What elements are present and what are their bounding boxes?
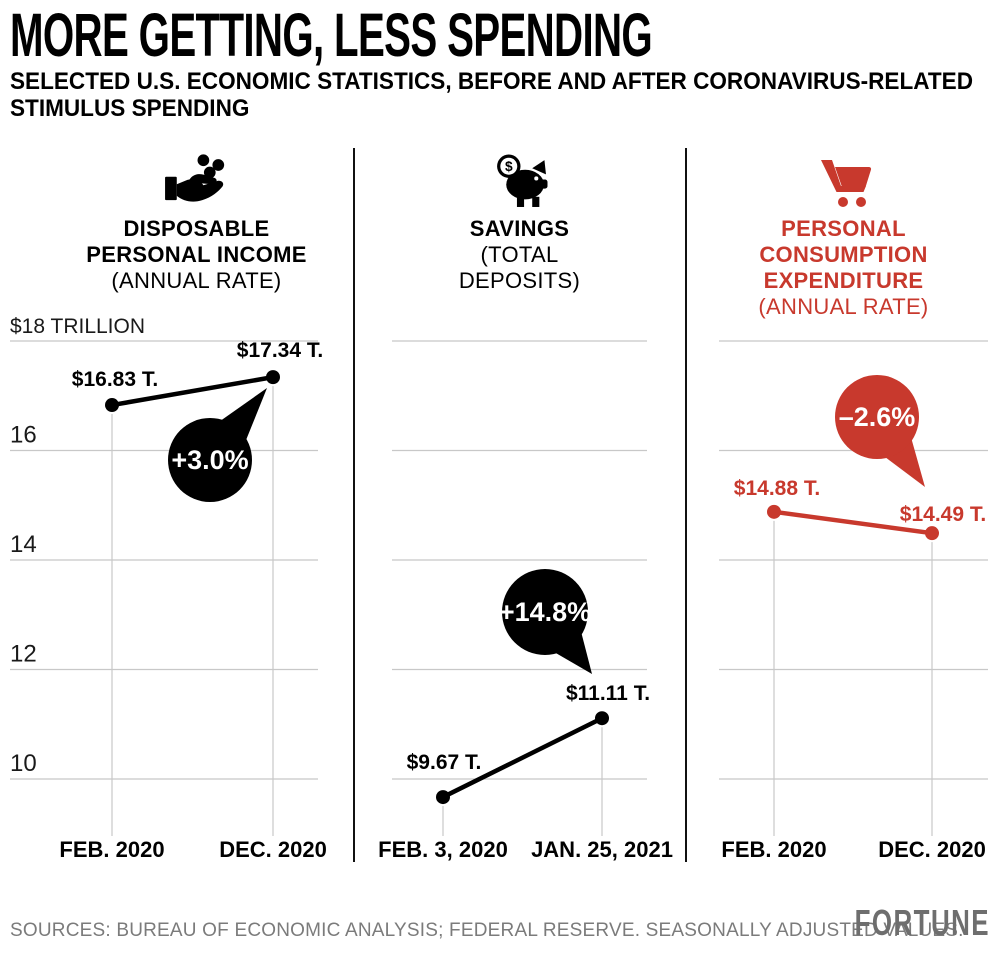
y-axis-tick-label: 16 [10,422,37,449]
change-bubble-tail [555,632,592,674]
panel-header-personal-consumption-expenditure: PERSONAL CONSUMPTION EXPENDITURE (ANNUAL… [677,153,1001,320]
trend-line [773,509,933,536]
x-axis-label: DEC. 2020 [219,837,327,862]
data-point-label: $16.83 T. [72,368,158,391]
y-axis-tick-label: $18 TRILLION [10,315,145,338]
data-point-label: $14.49 T. [900,503,986,526]
shopping-cart-icon [677,153,1001,208]
change-bubble [835,375,919,459]
data-point [767,504,781,519]
data-point-label: $9.67 T. [407,751,482,774]
change-bubble [502,569,588,655]
panel-divider [685,148,687,862]
svg-text:$: $ [504,159,512,174]
piggy-bank-icon: $ [353,153,686,208]
data-point [595,711,609,726]
data-point-label: $14.88 T. [734,477,820,500]
page-subtitle-line-2: STIMULUS SPENDING [10,95,250,122]
panel-title: DISPOSABLE PERSONAL INCOME [86,216,307,267]
x-axis-label: JAN. 25, 2021 [531,837,673,862]
x-axis-label: FEB. 2020 [59,837,164,862]
y-axis-tick-label: 10 [10,750,37,777]
panel-subtitle: (ANNUAL RATE) [758,294,929,319]
data-point [436,790,450,805]
x-axis-label: FEB. 3, 2020 [378,837,508,862]
data-point-label: $17.34 T. [237,339,323,362]
change-bubble-label: +3.0% [171,445,248,475]
page-subtitle-line-1: SELECTED U.S. ECONOMIC STATISTICS, BEFOR… [10,68,974,95]
y-axis-tick-label: 12 [10,641,37,668]
panel-subtitle: (ANNUAL RATE) [111,268,282,293]
x-axis-label: DEC. 2020 [878,837,986,862]
data-point-label: $11.11 T. [566,682,650,705]
change-bubble-label: –2.6% [839,402,916,432]
trend-line [111,374,274,408]
data-point [925,526,939,541]
fortune-logo: FORTUNE [854,902,990,943]
panel-header-disposable-personal-income: DISPOSABLE PERSONAL INCOME (ANNUAL RATE) [30,153,363,294]
data-point [105,398,119,413]
change-bubble [168,418,252,502]
panel-subtitle: (TOTAL DEPOSITS) [458,242,581,293]
panel-title: SAVINGS [469,216,570,241]
charts-canvas: $18 TRILLION 16 14 12 10 $16.83 T. FEB. 2020 $1… [10,315,988,862]
data-point [266,370,280,385]
page-title: MORE GETTING, LESS SPENDING [10,1,653,69]
panel-title: PERSONAL CONSUMPTION EXPENDITURE [759,216,928,293]
hand-receiving-coins-icon [30,153,363,208]
panel-header-savings: $ SAVINGS (TOTAL DEPOSITS) [353,153,686,294]
panel-divider [353,148,355,862]
page-subtitle: SELECTED U.S. ECONOMIC STATISTICS, BEFOR… [10,68,973,122]
change-bubble-label: +14.8% [499,597,591,627]
trend-line [442,716,603,800]
x-axis-label: FEB. 2020 [721,837,826,862]
sources-note: SOURCES: BUREAU OF ECONOMIC ANALYSIS; FE… [10,920,964,941]
y-axis-tick-label: 14 [10,531,37,558]
